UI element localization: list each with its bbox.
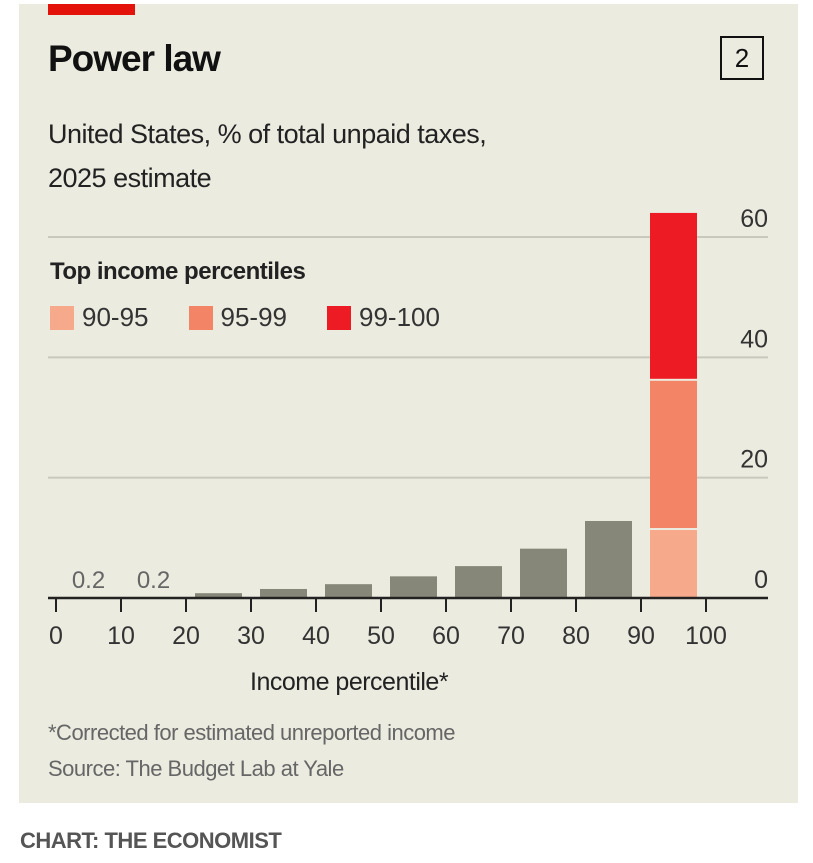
legend-label-95-99: 95-99 [220,302,288,332]
x-tick-label-40: 40 [302,622,330,650]
chart-credit: CHART: THE ECONOMIST [20,828,282,853]
legend-swatch-90-95 [50,305,74,330]
subtitle-line-1: United States, % of total unpaid taxes, [48,119,487,149]
y-tick-label-40: 40 [740,325,768,353]
bar-20-30 [195,593,242,598]
x-tick-label-80: 80 [562,622,590,650]
stacked-segment-90-95 [650,530,697,598]
x-tick-label-60: 60 [432,622,460,650]
legend-swatch-99-100 [327,305,351,330]
x-axis-label: Income percentile* [250,668,449,696]
data-label-10-20: 0.2 [137,567,170,594]
legend-item-95-99: 95-99 [188,302,288,333]
stacked-segment-95-99 [650,380,697,529]
bar-60-70 [455,566,502,598]
bar-70-80 [520,548,567,598]
x-tick-label-20: 20 [172,622,200,650]
bar-50-60 [390,576,437,598]
bar-30-40 [260,588,307,598]
legend: 90-95 95-99 99-100 [50,302,480,333]
x-tick-label-10: 10 [107,622,135,650]
footnote: *Corrected for estimated unreported inco… [48,720,456,745]
subtitle-line-2: 2025 estimate [48,163,212,193]
y-tick-label-20: 20 [740,446,768,474]
legend-swatch-95-99 [188,305,213,330]
x-tick-label-90: 90 [627,622,655,650]
x-tick-label-30: 30 [237,622,265,650]
data-label-0-10: 0.2 [72,567,105,594]
x-tick-label-0: 0 [49,622,63,650]
y-tick-label-0: 0 [754,566,768,594]
bar-40-50 [325,584,372,598]
stacked-segment-99-100 [650,212,697,379]
legend-item-90-95: 90-95 [50,302,149,333]
chart-title: Power law [48,38,221,79]
brand-tag [48,4,135,15]
chart-number-badge: 2 [720,36,764,80]
chart-subtitle: United States, % of total unpaid taxes, … [48,112,487,200]
x-tick-label-100: 100 [685,622,727,650]
x-tick-label-50: 50 [367,622,395,650]
legend-label-99-100: 99-100 [359,302,440,332]
bar-80-90 [585,520,632,598]
legend-item-99-100: 99-100 [327,302,440,333]
legend-title: Top income percentiles [50,258,306,285]
x-tick-label-70: 70 [497,622,525,650]
legend-label-90-95: 90-95 [82,302,149,332]
source-note: Source: The Budget Lab at Yale [48,756,344,781]
y-tick-label-60: 60 [740,205,768,233]
